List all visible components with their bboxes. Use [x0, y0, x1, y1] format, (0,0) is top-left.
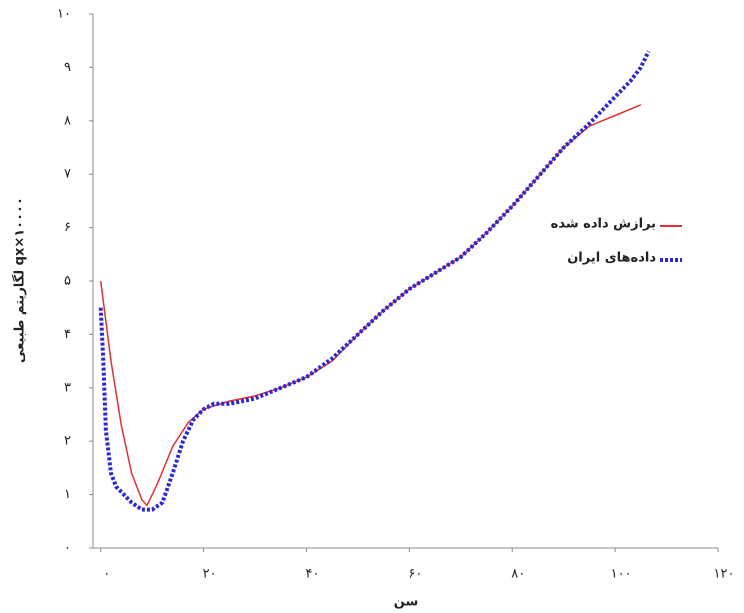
y-tick-label: ۱: [64, 487, 71, 502]
y-tick-label: ۶: [64, 220, 71, 235]
x-tick-label: ۱۰۰: [611, 567, 632, 582]
y-tick-label: ۸: [64, 113, 71, 128]
y-tick-label: ۷: [64, 167, 71, 182]
y-tick-label: ۱۰: [57, 7, 71, 22]
x-tick-label: ۸۰: [511, 567, 525, 582]
y-tick-label: ۳: [64, 380, 71, 395]
x-tick-label: ۲۰: [203, 567, 217, 582]
x-tick-label: ۱۲۰: [714, 567, 735, 582]
y-tick-label: ۰: [64, 541, 71, 556]
legend-label: داده‌های ایران: [567, 251, 656, 266]
x-tick-label: ۶۰: [408, 567, 422, 582]
series-line: [98, 50, 651, 512]
series-line: [99, 104, 642, 507]
x-axis-label: سن: [394, 595, 418, 610]
y-tick-label: ۵: [64, 274, 71, 289]
y-axis-label: لگاریتم طبیعی qx×۱۰۰۰۰: [12, 197, 28, 363]
x-tick-label: ۴۰: [305, 567, 319, 582]
y-tick-label: ۲: [64, 434, 71, 449]
legend-label: برازش داده شده: [551, 217, 656, 232]
x-tick-label: ۰: [103, 567, 110, 582]
y-tick-label: ۴: [64, 327, 71, 342]
y-tick-label: ۹: [64, 60, 71, 75]
